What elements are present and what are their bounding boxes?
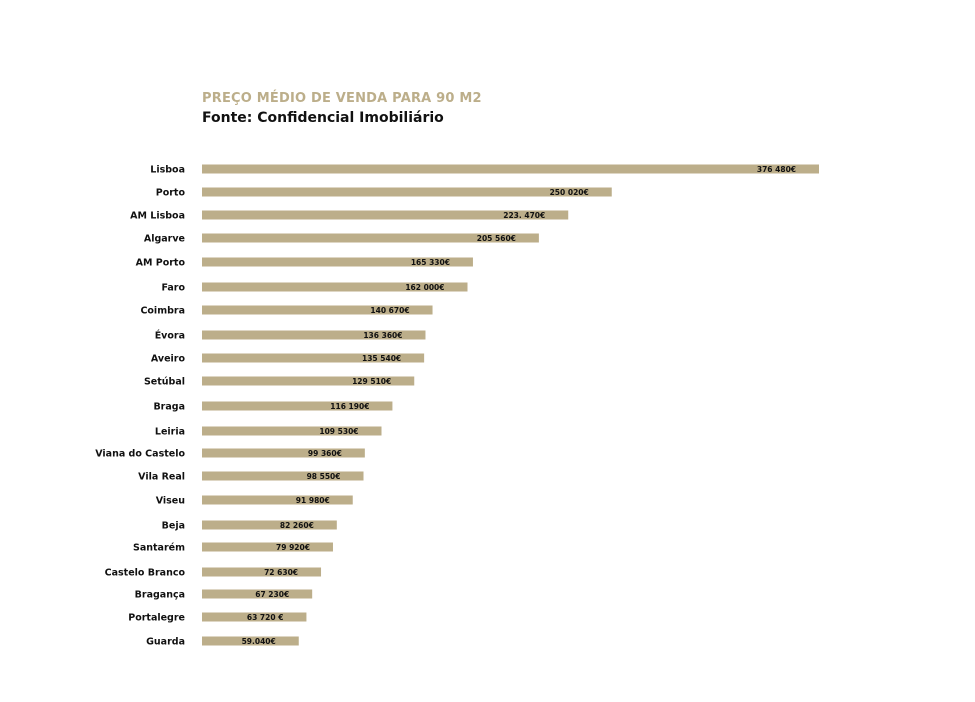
data-label: 82 260€: [280, 521, 314, 530]
data-label: 67 230€: [255, 590, 289, 599]
bar-setúbal: [202, 376, 415, 386]
category-label: Vila Real: [138, 472, 185, 483]
data-label: 140 670€: [370, 306, 409, 315]
bar-coimbra: [202, 305, 433, 315]
bar-bragança: [202, 589, 313, 599]
bar-am-porto: [202, 257, 473, 267]
data-label: 99 360€: [308, 449, 342, 458]
bar-am-lisboa: [202, 210, 569, 220]
data-label: 91 980€: [296, 496, 330, 505]
bar-beja: [202, 520, 337, 530]
data-label: 63 720 €: [247, 613, 284, 622]
bar-viana-do-castelo: [202, 448, 365, 458]
bar-vila-real: [202, 471, 364, 481]
category-label: Évora: [155, 330, 185, 342]
bar-aveiro: [202, 353, 425, 363]
category-label: Leiria: [155, 427, 185, 438]
category-label: Santarém: [133, 543, 185, 554]
category-label: Setúbal: [144, 377, 185, 388]
bar-algarve: [202, 233, 539, 243]
category-label: Coimbra: [140, 306, 185, 317]
category-label: Beja: [162, 521, 185, 532]
category-label: Castelo Branco: [105, 568, 186, 579]
bar-braga: [202, 401, 393, 411]
bar-faro: [202, 282, 468, 292]
data-label: 79 920€: [276, 543, 310, 552]
data-label: 162 000€: [405, 283, 444, 292]
data-label: 250 020€: [550, 188, 589, 197]
data-label: 165 330€: [411, 258, 450, 267]
category-label: Guarda: [146, 637, 185, 648]
data-label: 129 510€: [352, 377, 391, 386]
bar-guarda: [202, 636, 299, 646]
chart-subtitle: Fonte: Confidencial Imobiliário: [202, 110, 444, 126]
category-label: Braga: [153, 402, 185, 413]
category-label: Porto: [156, 188, 186, 199]
data-label: 135 540€: [362, 354, 401, 363]
data-label: 376 480€: [757, 165, 796, 174]
data-label: 205 560€: [477, 234, 516, 243]
category-label: AM Porto: [136, 258, 186, 269]
chart-title: PREÇO MÉDIO DE VENDA PARA 90 M2: [202, 91, 482, 106]
bar-viseu: [202, 495, 353, 505]
data-label: 98 550€: [307, 472, 341, 481]
category-label: Faro: [161, 283, 185, 294]
category-label: Aveiro: [151, 354, 186, 365]
category-label: Algarve: [144, 234, 185, 245]
bar-leiria: [202, 426, 382, 436]
category-label: AM Lisboa: [130, 211, 185, 222]
bar-lisboa: [202, 164, 819, 174]
bar-castelo-branco: [202, 567, 322, 577]
category-label: Viseu: [156, 496, 185, 507]
data-label: 223. 470€: [503, 211, 545, 220]
data-label: 136 360€: [363, 331, 402, 340]
category-label: Lisboa: [150, 165, 185, 176]
data-label: 116 190€: [330, 402, 369, 411]
bar-portalegre: [202, 612, 307, 622]
category-label: Viana do Castelo: [95, 449, 185, 460]
data-label: 109 530€: [319, 427, 358, 436]
data-label: 59.040€: [242, 637, 276, 646]
category-label: Portalegre: [128, 613, 185, 624]
bar-évora: [202, 330, 426, 340]
category-label: Bragança: [135, 590, 185, 601]
data-label: 72 630€: [264, 568, 298, 577]
bar-santarém: [202, 542, 333, 552]
bar-porto: [202, 187, 612, 197]
